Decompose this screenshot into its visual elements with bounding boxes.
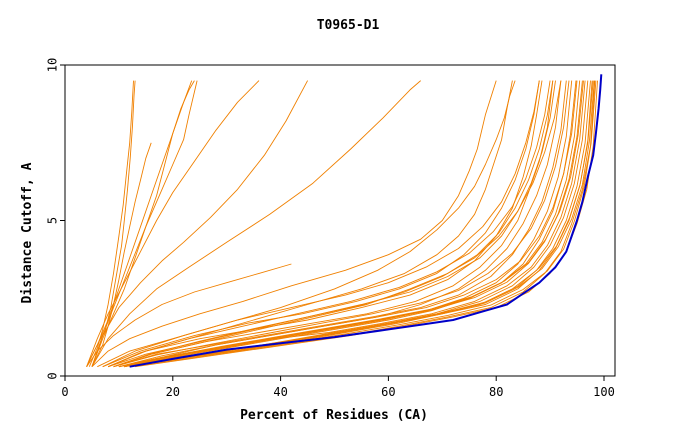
- model-curve-14: [107, 80, 543, 368]
- model-curve-39: [113, 80, 562, 368]
- best-curve-group: [129, 74, 603, 368]
- model-curve-16: [113, 80, 554, 368]
- chart-title: T0965-D1: [317, 18, 380, 33]
- model-curve-23: [129, 80, 589, 368]
- model-curve-6: [91, 80, 198, 367]
- model-curve-9: [91, 80, 421, 367]
- model-curve-34: [113, 80, 570, 368]
- model-curves: [86, 80, 598, 368]
- model-curve-27: [107, 80, 556, 368]
- x-tick-label: 100: [593, 385, 615, 399]
- model-curve-22: [118, 80, 586, 368]
- model-curve-1: [86, 80, 136, 367]
- x-tick-label: 0: [61, 385, 68, 399]
- model-curve-26: [129, 80, 596, 368]
- y-axis-label: Distance Cutoff, A: [20, 162, 35, 303]
- model-curve-15: [102, 80, 540, 368]
- x-tick-label: 60: [381, 385, 395, 399]
- plot-area: [86, 74, 603, 368]
- model-curve-36: [107, 80, 551, 368]
- best-curve: [129, 74, 603, 368]
- model-curve-29: [102, 80, 540, 368]
- model-curve-37: [118, 80, 584, 368]
- x-tick-label: 40: [273, 385, 287, 399]
- y-axis-ticks: 0 5 10: [46, 58, 65, 380]
- y-tick-label: 10: [46, 58, 60, 72]
- model-curve-5: [86, 80, 193, 367]
- x-tick-label: 80: [489, 385, 503, 399]
- y-tick-label: 0: [46, 372, 60, 379]
- model-curve-32: [118, 80, 578, 368]
- x-tick-label: 20: [166, 385, 180, 399]
- x-axis-ticks: 0 20 40 60 80 100: [61, 376, 615, 399]
- model-curve-13: [97, 80, 516, 368]
- model-curve-18: [113, 80, 567, 368]
- x-axis-label: Percent of Residues (CA): [240, 408, 428, 423]
- model-curve-7: [86, 80, 260, 367]
- model-curve-21: [124, 80, 581, 368]
- model-curve-33: [124, 80, 583, 368]
- model-curve-35: [129, 80, 597, 368]
- model-curve-3: [91, 142, 152, 367]
- y-tick-label: 5: [46, 217, 60, 224]
- model-curve-10: [86, 263, 292, 367]
- model-curve-8: [91, 80, 308, 367]
- model-curve-2: [88, 80, 134, 367]
- model-curve-11: [91, 80, 497, 368]
